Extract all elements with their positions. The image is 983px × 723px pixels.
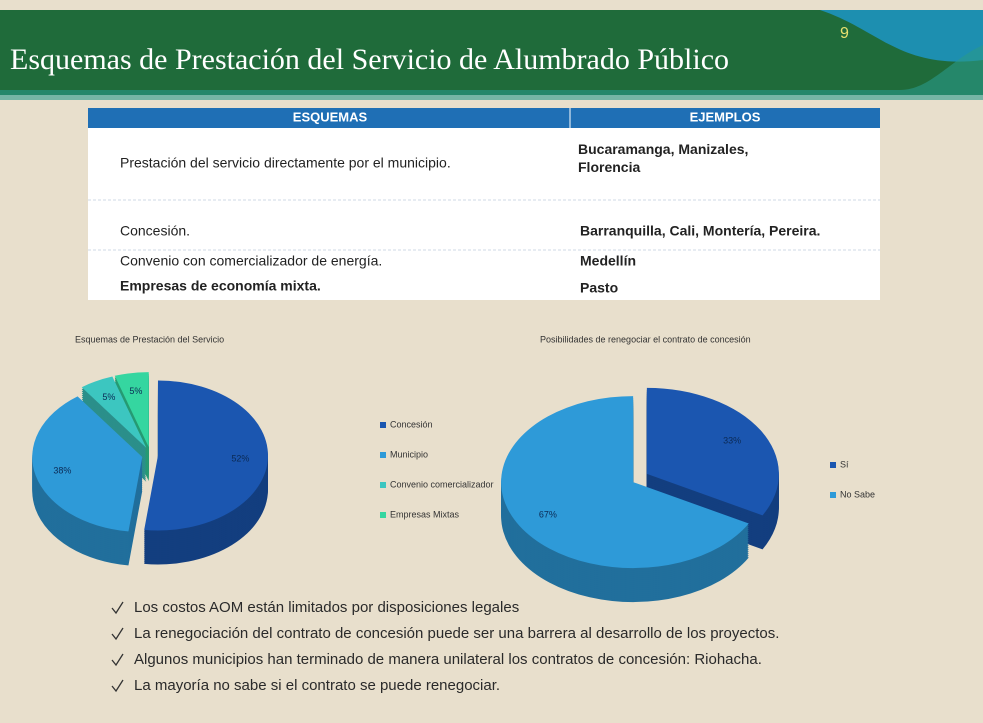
value-label: 52%: [231, 453, 249, 463]
page-number: 9: [840, 25, 849, 42]
check-mark: [111, 601, 124, 615]
cell: Empresas de economía mixta.: [120, 278, 321, 294]
header-cell: EJEMPLOS: [690, 109, 761, 124]
legend-swatch: [380, 452, 386, 458]
legend-label: Municipio: [390, 449, 428, 459]
header-band: [0, 10, 983, 95]
slice: [144, 380, 268, 531]
legend-swatch: [380, 422, 386, 428]
header-accent: [820, 10, 983, 62]
value-label: 33%: [723, 435, 741, 445]
legend-label: No Sabe: [840, 489, 875, 499]
bullet-text: Los costos AOM están limitados por dispo…: [134, 599, 519, 616]
legend-label: Concesión: [390, 419, 433, 429]
cell: Pasto: [580, 280, 618, 296]
slice: [81, 376, 147, 448]
cell: Convenio con comercializador de energía.: [120, 253, 382, 269]
bullet-text: Algunos municipios han terminado de mane…: [134, 651, 762, 668]
value-label: 67%: [539, 509, 557, 519]
legend-swatch: [830, 492, 836, 498]
check-mark: [111, 679, 124, 693]
table-header: [88, 108, 880, 128]
cell-box: Bucaramanga, Manizales, Florencia: [578, 141, 749, 175]
check-mark: [111, 653, 124, 667]
slice: [32, 396, 143, 532]
value-label: 5%: [129, 386, 142, 396]
table: [88, 108, 880, 300]
bullet-text: La renegociación del contrato de concesi…: [134, 625, 779, 642]
cell: Concesión.: [120, 223, 190, 239]
slice: [501, 396, 749, 569]
cell: Prestación del servicio directamente por…: [120, 155, 451, 171]
header-accent: [0, 45, 983, 100]
chart-title: Esquemas de Prestación del Servicio: [75, 334, 224, 344]
chart-title: Posibilidades de renegociar el contrato …: [540, 334, 751, 344]
charts: Esquemas de Prestación del Servicio 52% Co…: [32, 334, 875, 603]
value-label: 38%: [53, 465, 71, 475]
legend-swatch: [830, 462, 836, 468]
cell: Medellín: [580, 253, 636, 269]
value-label: 5%: [102, 392, 115, 402]
cell: Barranquilla, Cali, Montería, Pereira.: [580, 223, 820, 239]
cell: Bucaramanga, Manizales, Florencia: [578, 141, 749, 175]
check-mark: [111, 627, 124, 641]
legend-label: Empresas Mixtas: [390, 509, 460, 519]
legend-swatch: [380, 512, 386, 518]
legend-label: Convenio comercializador: [390, 479, 494, 489]
bullet-text: La mayoría no sabe si el contrato se pue…: [134, 677, 500, 694]
legend-swatch: [380, 482, 386, 488]
slice: [646, 387, 779, 516]
header-cell: ESQUEMAS: [293, 109, 368, 124]
bullet-list: Los costos AOM están limitados por dispo…: [111, 599, 779, 694]
legend-label: Sí: [840, 459, 849, 469]
slice: [114, 372, 149, 448]
slide-title: Esquemas de Prestación del Servicio de A…: [10, 43, 729, 76]
